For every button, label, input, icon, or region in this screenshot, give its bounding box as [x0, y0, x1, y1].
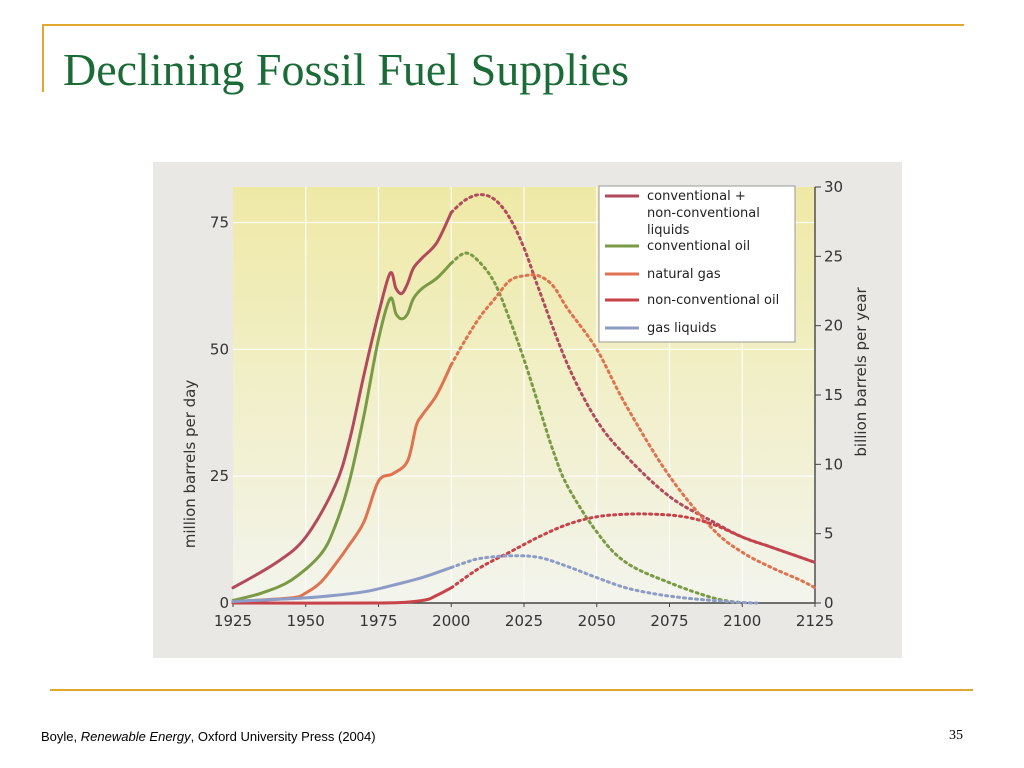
y2-tick-label: 0 [824, 594, 834, 612]
legend-label: gas liquids [647, 321, 717, 336]
y2-tick-label: 30 [824, 178, 843, 196]
y2-tick-label: 15 [824, 386, 843, 404]
x-tick-label: 1950 [287, 612, 325, 630]
y-tick-label: 25 [210, 467, 229, 485]
x-tick-label: 1925 [214, 612, 252, 630]
legend-label: natural gas [647, 267, 721, 282]
legend-label: conventional oil [647, 239, 750, 254]
x-tick-label: 1975 [359, 612, 397, 630]
y-tick-label: 75 [210, 214, 229, 232]
chart-figure: 1925 1950 1975 2000 2025 2050 2075 2100 2125 0 25 5… [153, 162, 902, 658]
page-number: 35 [949, 728, 963, 743]
legend: conventional + non-conventional liquidscon… [598, 185, 796, 343]
slide-title: Declining Fossil Fuel Supplies [63, 44, 630, 95]
citation: Boyle, Renewable Energy, Oxford Universi… [41, 729, 376, 745]
x-tick-label: 2025 [505, 612, 543, 630]
legend-label-line: gas liquids [647, 321, 717, 336]
series-line-conventional-oil-projected [449, 251, 744, 605]
legend-label: conventional + non-conventional liquids [647, 189, 760, 238]
y-axis-label: million barrels per day [181, 380, 199, 549]
series-line-gas-liquids-historical [231, 566, 453, 603]
series-line-gas-liquids-projected [449, 554, 759, 605]
y2-tick-label: 10 [824, 455, 843, 473]
footer-rule [50, 689, 973, 691]
legend-label-line: conventional oil [647, 239, 750, 254]
axes: 1925 1950 1975 2000 2025 2050 2075 2100 21250255… [210, 178, 843, 630]
y-tick-label: 0 [219, 594, 229, 612]
series-line-conventional-oil-historical [231, 261, 453, 602]
legend-label-line: liquids [647, 223, 690, 238]
series-lines [231, 193, 817, 605]
legend-label: non-conventional oil [647, 293, 779, 308]
legend-label-line: non-conventional oil [647, 293, 779, 308]
y2-tick-label: 5 [824, 525, 834, 543]
title-accent-line [42, 26, 44, 92]
y2-tick-label: 20 [824, 317, 843, 335]
y-tick-label: 50 [210, 340, 229, 358]
legend-label-line: natural gas [647, 267, 721, 282]
legend-box [598, 185, 796, 343]
citation-author: Boyle, [41, 729, 78, 744]
x-tick-label: 2050 [578, 612, 616, 630]
y2-tick-label: 25 [824, 247, 843, 265]
series-line-natural-gas-projected [449, 273, 817, 590]
citation-publisher: , Oxford University Press (2004) [190, 729, 376, 744]
legend-label-line: non-conventional [647, 206, 760, 221]
x-tick-label: 2100 [723, 612, 761, 630]
citation-work: Renewable Energy [80, 729, 191, 744]
series-line-natural-gas-historical [231, 363, 453, 603]
fossil-fuel-chart: 1925 1950 1975 2000 2025 2050 2075 2100 21250255… [153, 162, 902, 658]
header-rule [42, 24, 964, 26]
series-line-conventional-non-conventional-liquids-historical [231, 210, 453, 590]
x-tick-label: 2000 [432, 612, 470, 630]
y2-axis-label: billion barrels per year [852, 287, 870, 457]
x-tick-label: 2075 [650, 612, 688, 630]
x-tick-label: 2125 [796, 612, 834, 630]
series-line-non-conventional-oil-historical [231, 586, 453, 605]
legend-label-line: conventional + [647, 189, 746, 204]
series-line-non-conventional-oil-projected [449, 512, 817, 590]
